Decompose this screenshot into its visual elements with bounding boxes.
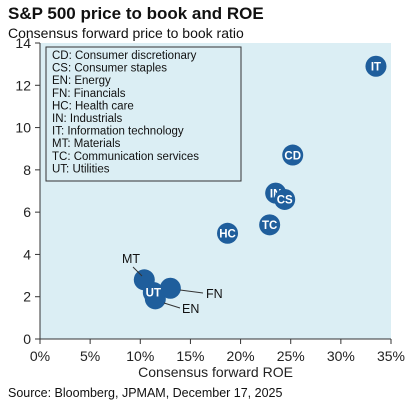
data-point-cs	[274, 188, 296, 210]
source-note: Source: Bloomberg, JPMAM, December 17, 2…	[8, 386, 283, 400]
y-tick-label: 8	[23, 162, 31, 178]
point-label-ut: UT	[146, 288, 161, 300]
point-label-cd: CD	[284, 150, 301, 162]
y-tick-label: 0	[23, 331, 31, 347]
data-point-cd	[282, 144, 304, 166]
x-axis-label: Consensus forward ROE	[138, 364, 293, 380]
data-point-hc	[217, 222, 239, 244]
chart-title: S&P 500 price to book and ROE	[8, 4, 264, 23]
y-tick-label: 6	[23, 204, 31, 220]
x-tick-label: 5%	[80, 348, 100, 364]
chart-subtitle: Consensus forward price to book ratio	[8, 25, 244, 41]
legend-entry: CS: Consumer staples	[52, 63, 167, 75]
x-tick-label: 15%	[176, 348, 204, 364]
data-point-it	[365, 55, 387, 77]
x-tick-label: 0%	[30, 348, 50, 364]
x-tick-label: 20%	[227, 348, 255, 364]
callout-line-mt	[132, 266, 143, 277]
legend-entry: TC: Communication services	[52, 151, 199, 163]
y-tick-label: 14	[15, 35, 31, 51]
y-tick-label: 2	[23, 289, 31, 305]
point-label-en: EN	[182, 302, 199, 316]
legend-entry: MT: Materials	[52, 138, 121, 150]
x-tick-label: 30%	[327, 348, 355, 364]
point-label-hc: HC	[219, 228, 236, 240]
legend-box	[45, 46, 242, 182]
y-tick-label: 12	[15, 77, 31, 93]
legend-entry: UT: Utilities	[52, 163, 110, 175]
point-label-mt: MT	[122, 252, 140, 266]
data-point-ut	[142, 281, 164, 303]
legend-entry: IN: Industrials	[52, 113, 123, 125]
legend-entry: IT: Information technology	[52, 126, 184, 138]
y-tick-label: 4	[23, 246, 31, 262]
callout-line-en	[163, 302, 181, 309]
callout-line-fn	[179, 289, 204, 294]
x-tick-label: 25%	[277, 348, 305, 364]
x-tick-label: 10%	[126, 348, 154, 364]
legend-entry: CD: Consumer discretionary	[52, 50, 197, 62]
legend-entry: FN: Financials	[52, 88, 126, 100]
data-point-tc	[259, 214, 281, 236]
point-label-it: IT	[371, 61, 381, 73]
point-label-tc: TC	[262, 220, 277, 232]
y-tick-label: 10	[15, 120, 31, 136]
legend-entry: EN: Energy	[52, 75, 111, 87]
point-label-cs: CS	[277, 195, 293, 207]
data-point-fn	[159, 277, 181, 299]
legend-entry: HC: Health care	[52, 100, 134, 112]
x-tick-label: 35%	[377, 348, 405, 364]
point-label-fn: FN	[206, 287, 223, 301]
